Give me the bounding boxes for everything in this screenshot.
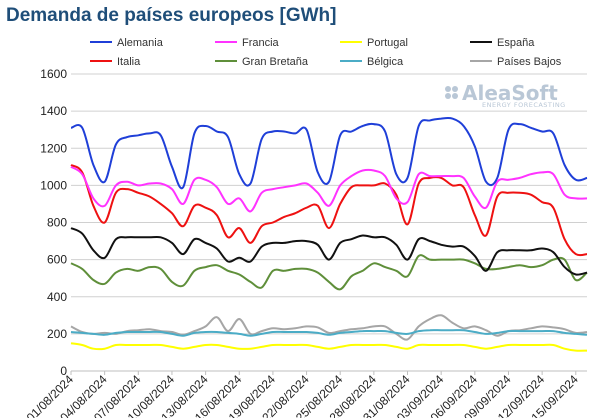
y-tick-label: 1600 <box>40 67 67 81</box>
aleasoft-logo-icon <box>445 86 458 99</box>
brand-watermark: AleaSoft ENERGY FORECASTING <box>445 81 566 109</box>
y-tick-label: 600 <box>47 253 67 267</box>
legend-item: Italia <box>90 56 141 68</box>
legend-item: Bélgica <box>340 56 404 68</box>
series-line-italia <box>70 164 588 257</box>
legend-label: Bélgica <box>367 56 404 68</box>
y-tick-label: 0 <box>60 364 67 378</box>
grid-lines <box>71 73 587 372</box>
series-line-bélgica <box>70 329 588 337</box>
series-line-gran-bretaña <box>70 254 588 291</box>
y-tick-label: 1000 <box>40 178 67 192</box>
legend-label: Gran Bretaña <box>242 56 309 68</box>
y-tick-label: 400 <box>47 290 67 304</box>
legend-label: Francia <box>242 37 280 49</box>
series-line-alemania <box>70 116 588 190</box>
series-line-portugal <box>70 342 588 352</box>
watermark-brand: AleaSoft <box>462 81 558 105</box>
legend-item: Francia <box>215 37 280 49</box>
legend-label: Países Bajos <box>497 56 562 68</box>
chart-title: Demanda de países europeos [GWh] <box>6 5 337 26</box>
legend-item: España <box>470 37 535 49</box>
legend-item: Países Bajos <box>470 56 562 68</box>
legend-label: Alemania <box>117 37 164 49</box>
series-lines <box>70 116 588 352</box>
series-line-países-bajos <box>70 314 588 341</box>
x-axis: 01/08/202404/08/202407/08/202410/08/2024… <box>24 371 581 418</box>
watermark-tagline: ENERGY FORECASTING <box>482 101 566 109</box>
y-axis: 0 200 400 600 800 1000 1200 1400 1600 <box>40 67 67 378</box>
legend-item: Alemania <box>90 37 164 49</box>
legend-label: Portugal <box>367 37 408 49</box>
y-tick-label: 1200 <box>40 141 67 155</box>
legend: Alemania Francia Portugal España Italia Gran … <box>90 37 562 68</box>
legend-label: Italia <box>117 56 141 68</box>
series-line-francia <box>70 165 588 213</box>
y-tick-label: 200 <box>47 327 67 341</box>
series-line-españa <box>70 227 588 276</box>
y-tick-label: 800 <box>47 216 67 230</box>
legend-item: Portugal <box>340 37 408 49</box>
legend-item: Gran Bretaña <box>215 56 309 68</box>
y-tick-label: 1400 <box>40 104 67 118</box>
legend-label: España <box>497 37 535 49</box>
